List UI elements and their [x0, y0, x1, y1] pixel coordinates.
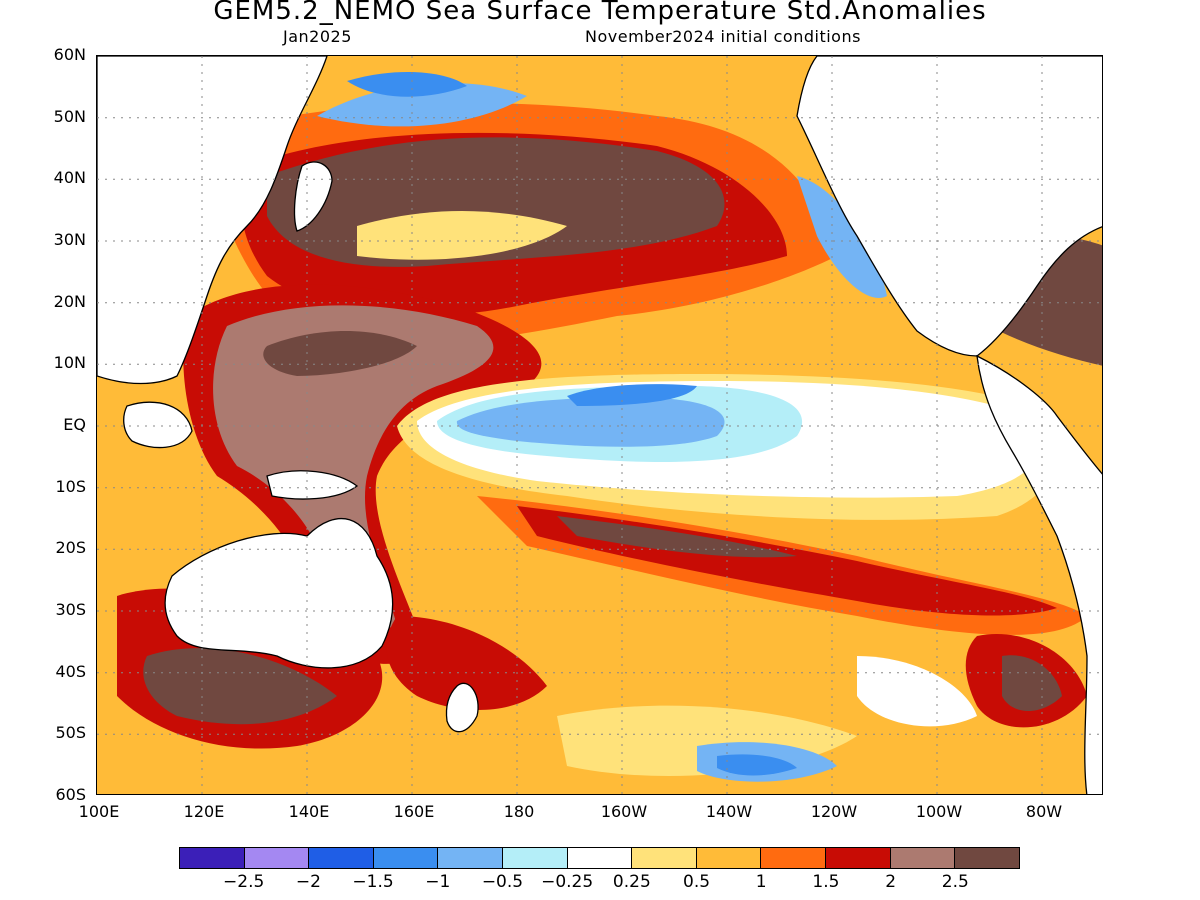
lat-label: 40S	[55, 662, 86, 681]
map-title: GEM5.2_NEMO Sea Surface Temperature Std.…	[213, 0, 987, 26]
lon-label: 100W	[915, 802, 963, 821]
legend-swatch	[567, 848, 633, 868]
new-zealand	[445, 682, 479, 733]
anomaly-blob	[347, 71, 467, 97]
legend-swatch	[955, 848, 1019, 868]
south-america	[976, 354, 1102, 794]
borneo	[123, 401, 193, 449]
anomaly-blob	[717, 754, 797, 776]
legend-label: 1	[755, 872, 767, 892]
legend-swatch	[826, 848, 891, 868]
anomaly-blob	[797, 176, 887, 298]
lon-label: 160W	[600, 802, 648, 821]
legend-swatch	[890, 848, 956, 868]
legend-swatch	[761, 848, 827, 868]
legend-swatch	[438, 848, 504, 868]
north-america	[796, 56, 1102, 357]
lat-label: 20N	[53, 292, 86, 311]
lon-label: 180	[503, 802, 535, 821]
anomaly-blob	[317, 82, 527, 127]
lat-label: 20S	[55, 538, 86, 557]
legend-label: −2	[295, 872, 321, 892]
lat-label: 40N	[53, 168, 86, 187]
lat-label: 60S	[55, 785, 86, 804]
anomaly-blob	[357, 211, 567, 260]
lat-label: 50N	[53, 107, 86, 126]
lat-label: 10S	[55, 477, 86, 496]
lon-label: 160E	[393, 802, 435, 821]
anomaly-blob	[386, 616, 547, 710]
legend-label: −1	[425, 872, 451, 892]
lon-label: 140W	[705, 802, 753, 821]
legend-swatch	[373, 848, 439, 868]
anomaly-field	[97, 56, 1102, 794]
legend-label: 2.5	[941, 872, 969, 892]
legend-label: 2	[885, 872, 897, 892]
anomaly-blob	[456, 397, 725, 447]
initial-conditions-label: November2024 initial conditions	[585, 27, 861, 46]
legend-label: 0.25	[612, 872, 651, 892]
legend-swatch	[632, 848, 697, 868]
legend-label: 0.5	[683, 872, 711, 892]
legend-swatch	[696, 848, 762, 868]
anomaly-blob	[567, 384, 697, 406]
anomaly-blob	[1002, 655, 1062, 711]
anomaly-blob	[857, 656, 977, 727]
lat-label: 50S	[55, 723, 86, 742]
lat-label: 10N	[53, 353, 86, 372]
legend-swatch	[309, 848, 374, 868]
lon-label: 120E	[183, 802, 225, 821]
lon-label: 80W	[1025, 802, 1063, 821]
lon-label: 120W	[810, 802, 858, 821]
legend-label: −0.25	[541, 872, 594, 892]
lat-label: 30N	[53, 230, 86, 249]
anomaly-blob	[143, 648, 337, 725]
grid-lines	[97, 56, 1102, 794]
anomaly-blob	[213, 305, 494, 629]
color-legend	[179, 847, 1020, 869]
legend-swatch	[244, 848, 310, 868]
land-masses	[97, 56, 1102, 794]
new-guinea	[266, 470, 359, 500]
lon-label: 100E	[78, 802, 120, 821]
legend-label: −0.5	[481, 872, 524, 892]
forecast-month: Jan2025	[283, 27, 352, 46]
legend-label: −2.5	[223, 872, 265, 892]
legend-label: 1.5	[812, 872, 840, 892]
sst-anomaly-map	[96, 55, 1103, 795]
legend-swatch	[503, 848, 568, 868]
lon-label: 140E	[288, 802, 330, 821]
australia	[164, 518, 394, 669]
legend-swatch	[180, 848, 245, 868]
anomaly-blob	[557, 516, 797, 558]
lat-label: EQ	[63, 415, 86, 434]
lat-label: 60N	[53, 45, 86, 64]
asia	[97, 56, 328, 385]
lat-label: 30S	[55, 600, 86, 619]
legend-label: −1.5	[352, 872, 394, 892]
